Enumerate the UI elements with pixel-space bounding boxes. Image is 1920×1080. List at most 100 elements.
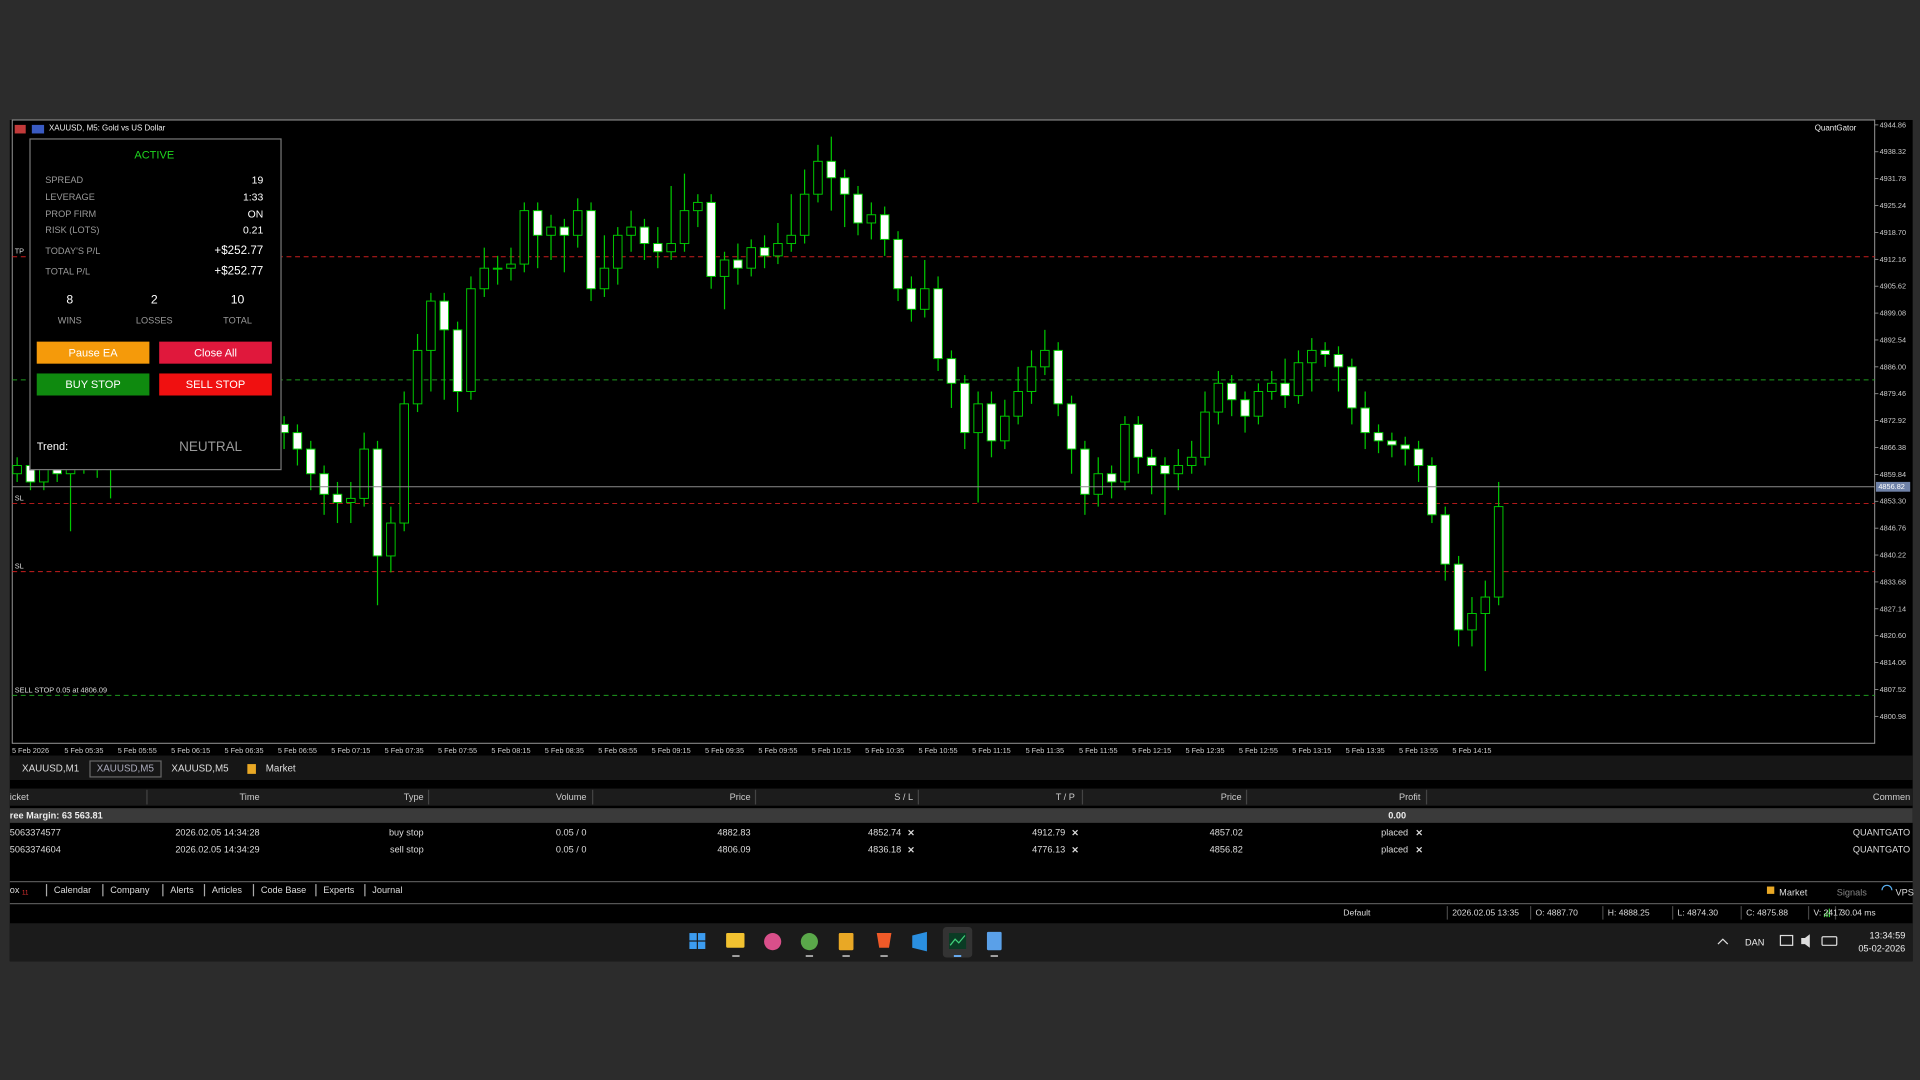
panel-label: SPREAD: [45, 174, 84, 186]
tab[interactable]: Company: [110, 884, 150, 896]
tab[interactable]: Calendar: [53, 884, 92, 896]
candle-body: [960, 382, 970, 434]
y-tick-label: 4833.68: [1880, 577, 1907, 586]
candle-body: [666, 243, 676, 253]
status-text: H: 4888.25: [1607, 909, 1650, 918]
cancel-icon[interactable]: [1072, 829, 1078, 836]
candle-body: [1066, 403, 1077, 450]
tab[interactable]: Signals: [1836, 886, 1867, 898]
candle-body: [319, 473, 329, 495]
tab[interactable]: Market: [1779, 886, 1808, 898]
y-tick-label: 4872.92: [1880, 416, 1907, 425]
x-tick-label: 5 Feb 07:15: [331, 746, 370, 755]
tab[interactable]: ox: [9, 884, 20, 896]
order-cell: 4856.82: [1209, 843, 1243, 856]
order-cell: 4882.83: [717, 826, 751, 838]
panel-button[interactable]: SELL STOP: [159, 373, 272, 396]
y-tick-label: 4879.46: [1880, 389, 1907, 398]
stat-value: 8: [66, 293, 74, 308]
candle-body: [546, 226, 556, 236]
candle-body: [693, 201, 703, 212]
cancel-icon[interactable]: [1416, 829, 1423, 836]
candle-body: [866, 214, 877, 224]
candle-body: [1333, 354, 1344, 368]
column-header: Volume: [555, 791, 587, 803]
candle-body: [1493, 506, 1504, 598]
candle-body: [773, 243, 783, 257]
candle-body: [1387, 440, 1397, 446]
candle-body: [1307, 349, 1317, 364]
candle-body: [813, 160, 823, 195]
y-tick-label: 4912.16: [1880, 255, 1907, 264]
x-tick-label: 5 Feb 11:35: [1026, 746, 1065, 755]
order-cell: QUANTGATO: [1852, 826, 1911, 838]
y-tick-label: 4899.08: [1880, 309, 1907, 318]
chart-tab[interactable]: Market: [265, 762, 296, 774]
status-text: C: 4875.88: [1746, 909, 1789, 918]
candle-body: [879, 214, 890, 240]
x-tick-label: 5 Feb 08:35: [545, 746, 584, 755]
tab[interactable]: Experts: [323, 884, 355, 896]
y-tick-label: 4918.70: [1880, 228, 1907, 237]
y-tick-label: 4886.00: [1880, 362, 1907, 371]
chart-tab[interactable]: XAUUSD,M1: [22, 762, 80, 774]
trade-level-label: SL: [15, 494, 24, 503]
ea-panel: [29, 138, 282, 471]
x-tick-label: 5 Feb 14:15: [1452, 746, 1491, 755]
candle-body: [1467, 613, 1477, 631]
stat-label: WINS: [57, 315, 82, 327]
panel-label: RISK (LOTS): [45, 224, 100, 236]
trade-level-label: SELL STOP 0.05 at 4806.09: [15, 685, 107, 694]
status-text: O: 4887.70: [1535, 909, 1578, 918]
candle-body: [532, 210, 543, 236]
trend-value: NEUTRAL: [179, 440, 243, 455]
panel-button[interactable]: Close All: [159, 341, 272, 364]
panel-label: TOTAL P/L: [45, 266, 91, 278]
candle-body: [452, 329, 463, 393]
tab[interactable]: Journal: [372, 884, 403, 896]
panel-button[interactable]: Pause EA: [36, 341, 150, 364]
cancel-icon[interactable]: [908, 829, 914, 836]
x-tick-label: 5 Feb 08:15: [491, 746, 530, 755]
tab[interactable]: Alerts: [170, 884, 194, 896]
tab[interactable]: Articles: [211, 884, 242, 896]
status: ACTIVE: [134, 148, 175, 162]
chart-tab[interactable]: XAUUSD,M5: [89, 760, 162, 778]
cancel-icon[interactable]: [1072, 846, 1078, 853]
candle-body: [599, 267, 610, 290]
candle-body: [519, 210, 530, 265]
profit-total: 0.00: [1388, 809, 1407, 821]
column-header: Commen: [1872, 791, 1911, 803]
order-cell: 4857.02: [1209, 826, 1243, 838]
order-cell: 0.05 / 0: [555, 826, 587, 838]
candle-body: [1453, 563, 1464, 631]
candle-body: [1253, 391, 1264, 417]
candle-body: [306, 448, 316, 475]
y-tick-label: 4944.86: [1880, 120, 1907, 129]
cancel-icon[interactable]: [1416, 846, 1423, 853]
panel-button[interactable]: BUY STOP: [36, 373, 150, 396]
cancel-icon[interactable]: [908, 846, 914, 853]
stat-value: 2: [150, 293, 158, 308]
candle-body: [1080, 448, 1090, 495]
order-cell: sell stop: [389, 843, 424, 856]
x-tick-label: 5 Feb 09:15: [652, 746, 691, 755]
column-header: T / P: [1055, 791, 1075, 803]
candle-body: [853, 193, 863, 224]
y-tick-label: 4938.32: [1880, 147, 1907, 156]
x-tick-label: 5 Feb 10:55: [919, 746, 958, 755]
tab[interactable]: Code Base: [260, 884, 307, 896]
panel-label: TODAY'S P/L: [45, 245, 101, 257]
candle-body: [1320, 349, 1330, 356]
tab[interactable]: VPS: [1895, 886, 1914, 898]
candle-body: [1200, 411, 1210, 458]
candle-body: [1226, 382, 1237, 401]
chart-tab[interactable]: XAUUSD,M5: [171, 762, 229, 774]
candle-body: [1106, 473, 1117, 483]
order-cell: 4912.79: [1032, 826, 1066, 838]
order-cell: 2026.02.05 14:34:28: [175, 826, 260, 838]
order-cell: placed: [1381, 843, 1409, 856]
order-cell: placed: [1381, 826, 1409, 838]
y-tick-label: 4905.62: [1880, 282, 1907, 291]
